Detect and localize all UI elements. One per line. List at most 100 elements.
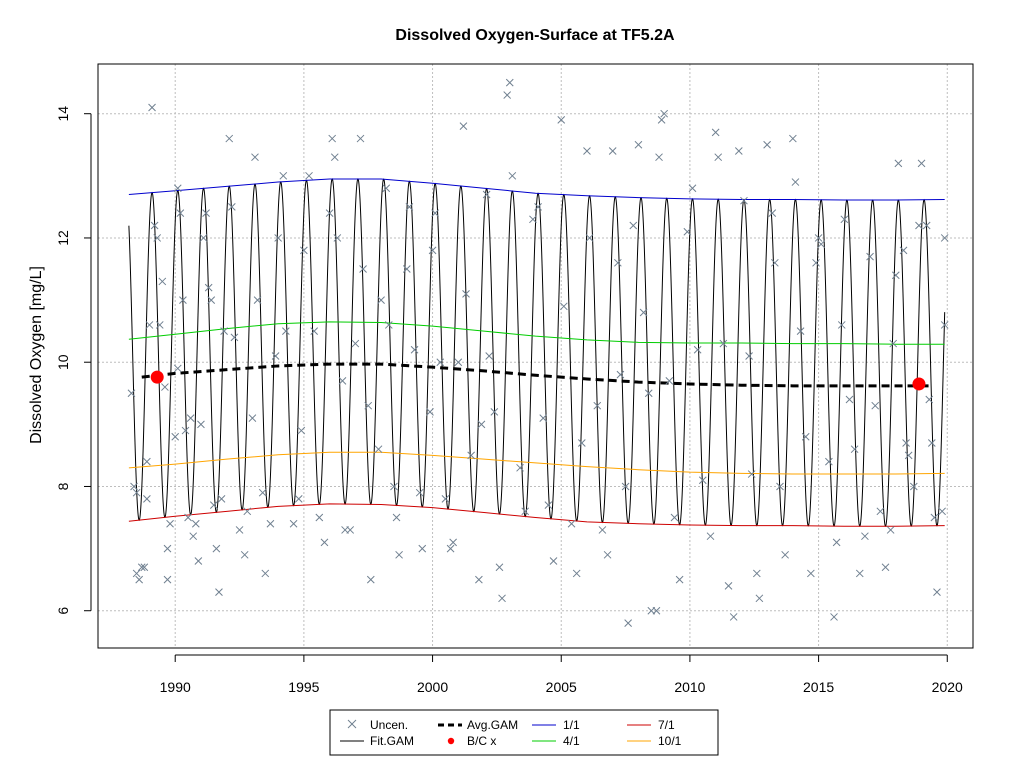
data-point xyxy=(714,153,723,162)
data-point xyxy=(688,184,697,193)
data-point xyxy=(613,258,622,267)
data-point xyxy=(325,209,334,217)
data-point xyxy=(922,221,931,230)
data-point xyxy=(377,296,385,304)
data-point xyxy=(603,550,612,559)
plot-frame xyxy=(97,63,974,649)
data-point xyxy=(634,140,643,149)
data-point xyxy=(534,203,542,211)
data-point xyxy=(356,134,365,143)
data-point xyxy=(616,370,625,379)
y-tick-label: 6 xyxy=(55,607,71,615)
data-point xyxy=(930,513,939,522)
series-d101-line xyxy=(128,451,945,475)
data-point xyxy=(572,569,581,578)
data-point xyxy=(670,513,679,522)
legend: Uncen. Fit.GAM Avg.GAM B/C x 1/1 4/1 7/1… xyxy=(329,709,719,756)
chart-title: Dissolved Oxygen-Surface at TF5.2A xyxy=(395,27,675,44)
data-point xyxy=(338,376,347,385)
data-point xyxy=(557,116,566,124)
data-point xyxy=(402,265,411,273)
data-point xyxy=(719,339,728,348)
data-point xyxy=(305,171,313,180)
x-tick-label: 2000 xyxy=(417,679,448,695)
data-point xyxy=(796,327,805,336)
legend-101-label: 10/1 xyxy=(658,734,682,748)
data-point xyxy=(310,327,319,336)
data-point xyxy=(315,513,324,522)
data-point xyxy=(191,519,200,528)
data-point xyxy=(202,209,210,217)
data-point xyxy=(881,563,890,572)
data-point xyxy=(251,153,259,162)
data-point xyxy=(855,569,864,578)
data-point xyxy=(598,526,607,534)
data-point xyxy=(729,613,738,621)
data-point xyxy=(150,221,159,230)
data-point xyxy=(294,495,303,503)
data-point xyxy=(577,439,586,447)
bc-point xyxy=(150,370,164,384)
data-point xyxy=(189,532,198,541)
data-point xyxy=(817,240,826,249)
data-point xyxy=(374,445,383,454)
data-point xyxy=(521,507,530,516)
legend-bc-symbol xyxy=(447,737,455,745)
data-point xyxy=(359,265,367,273)
data-point xyxy=(467,451,476,460)
data-point xyxy=(724,582,733,590)
data-point xyxy=(925,395,934,404)
data-point xyxy=(248,414,257,422)
data-point xyxy=(199,234,208,242)
data-point xyxy=(902,439,910,447)
legend-41-label: 4/1 xyxy=(563,734,580,748)
data-point xyxy=(781,550,789,559)
data-point xyxy=(459,122,468,130)
data-point xyxy=(449,538,458,547)
data-point xyxy=(153,234,162,242)
series-layer xyxy=(128,178,946,528)
data-point xyxy=(405,203,414,211)
data-point xyxy=(585,234,594,242)
data-point xyxy=(544,501,553,509)
data-point xyxy=(166,519,174,528)
uncensored-points xyxy=(127,78,949,628)
data-point xyxy=(289,519,298,528)
data-point xyxy=(140,563,149,572)
data-point xyxy=(261,569,270,578)
data-point xyxy=(917,159,926,168)
data-point xyxy=(127,389,136,398)
data-point xyxy=(171,432,180,441)
data-point xyxy=(274,234,283,242)
data-point xyxy=(665,376,674,385)
data-point xyxy=(891,271,900,280)
series-d11-line xyxy=(128,178,945,201)
data-point xyxy=(938,507,946,516)
y-tick-label: 12 xyxy=(55,230,71,246)
data-point xyxy=(768,209,777,217)
data-point xyxy=(933,588,941,596)
data-point xyxy=(776,482,784,491)
data-point xyxy=(850,445,859,454)
data-point xyxy=(755,594,764,603)
data-point xyxy=(840,215,849,224)
data-point xyxy=(559,302,568,311)
series-d71-line xyxy=(128,503,945,527)
data-point xyxy=(148,103,156,112)
data-point xyxy=(837,321,846,329)
data-point xyxy=(158,277,167,286)
data-point xyxy=(181,426,190,435)
data-point xyxy=(629,221,638,230)
y-tick-label: 14 xyxy=(55,106,71,122)
grid xyxy=(98,64,973,648)
data-point xyxy=(940,234,949,242)
data-point xyxy=(482,190,491,199)
x-tick-label: 1995 xyxy=(288,679,319,695)
data-point xyxy=(886,526,895,534)
data-point xyxy=(788,134,797,143)
data-point xyxy=(549,557,558,565)
data-point xyxy=(143,457,151,466)
data-point xyxy=(235,526,244,534)
x-tick-label: 1990 xyxy=(160,679,191,695)
